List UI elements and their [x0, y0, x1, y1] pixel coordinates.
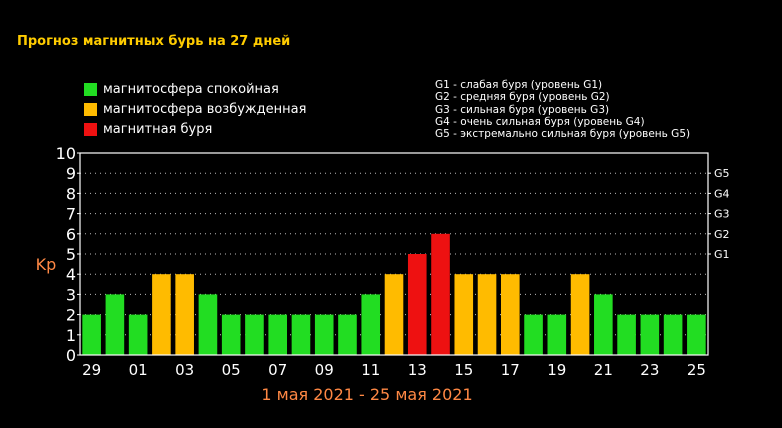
kp-bar	[361, 294, 381, 355]
kp-bar	[82, 314, 101, 355]
legend-item-storm: магнитная буря	[84, 119, 306, 139]
kp-bar	[594, 294, 613, 355]
kp-bar	[152, 274, 171, 355]
g-level-legend: G1 - слабая буря (уровень G1) G2 - средн…	[435, 79, 690, 140]
kp-bar	[128, 314, 148, 355]
kp-bar	[500, 274, 520, 355]
x-tick-label: 29	[82, 361, 101, 379]
kp-bar	[175, 274, 194, 355]
g-axis-label: G5	[714, 167, 730, 180]
y-tick-label: 0	[66, 346, 76, 365]
y-tick-label: 1	[66, 326, 76, 345]
y-tick-label: 4	[66, 265, 76, 284]
g-axis-label: G4	[714, 187, 730, 200]
kp-bar	[663, 314, 683, 355]
legend-swatch-red	[84, 122, 97, 136]
legend: магнитосфера спокойная магнитосфера возб…	[84, 79, 306, 139]
kp-bar	[431, 233, 450, 355]
legend-item-quiet: магнитосфера спокойная	[84, 79, 306, 99]
kp-bar	[105, 294, 125, 355]
kp-bar	[245, 314, 264, 355]
g-level-2: G2 - средняя буря (уровень G2)	[435, 91, 610, 104]
kp-bar	[384, 274, 404, 355]
legend-item-excited: магнитосфера возбужденная	[84, 99, 306, 119]
kp-bar	[407, 254, 427, 355]
g-level-3: G3 - сильная буря (уровень G3)	[435, 103, 610, 116]
y-tick-label: 8	[66, 184, 76, 203]
x-tick-label: 03	[175, 361, 194, 379]
kp-bar	[221, 314, 241, 355]
kp-bar	[617, 314, 636, 355]
x-tick-label: 05	[222, 361, 241, 379]
y-tick-label: 6	[66, 225, 76, 244]
kp-bar	[291, 314, 311, 355]
x-axis-label: 1 мая 2021 - 25 мая 2021	[261, 385, 472, 404]
kp-bar	[687, 314, 706, 355]
kp-bar	[198, 294, 218, 355]
kp-bar	[268, 314, 288, 355]
kp-bar	[570, 274, 590, 355]
y-tick-label: 5	[66, 245, 76, 264]
x-tick-label: 15	[454, 361, 473, 379]
kp-bar	[640, 314, 660, 355]
x-tick-label: 11	[361, 361, 380, 379]
y-axis-label: Kp	[36, 255, 57, 274]
legend-label-storm: магнитная буря	[103, 121, 213, 137]
y-tick-label: 7	[66, 205, 76, 224]
kp-bar	[314, 314, 334, 355]
x-tick-label: 09	[315, 361, 334, 379]
g-axis-label: G3	[714, 208, 730, 221]
x-tick-label: 01	[129, 361, 148, 379]
legend-swatch-green	[84, 82, 97, 96]
x-tick-label: 23	[640, 361, 659, 379]
x-tick-label: 21	[594, 361, 613, 379]
g-level-4: G4 - очень сильная буря (уровень G4)	[435, 115, 645, 128]
x-tick-label: 17	[501, 361, 520, 379]
chart-title: Прогноз магнитных бурь на 27 дней	[17, 34, 291, 49]
y-tick-label: 2	[66, 306, 76, 325]
x-tick-label: 19	[547, 361, 566, 379]
g-level-1: G1 - слабая буря (уровень G1)	[435, 79, 603, 91]
g-axis-label: G1	[714, 248, 730, 261]
kp-bar	[338, 314, 357, 355]
y-tick-label: 10	[56, 144, 76, 163]
legend-label-quiet: магнитосфера спокойная	[103, 81, 279, 97]
y-tick-label: 3	[66, 285, 76, 304]
g-level-5: G5 - экстремально сильная буря (уровень …	[435, 128, 691, 141]
x-tick-label: 13	[408, 361, 427, 379]
x-tick-label: 07	[268, 361, 287, 379]
legend-swatch-orange	[84, 102, 97, 116]
kp-bar	[477, 274, 497, 355]
legend-label-excited: магнитосфера возбужденная	[103, 101, 307, 117]
kp-bar	[547, 314, 567, 355]
y-tick-label: 9	[66, 164, 76, 183]
g-axis-label: G2	[714, 228, 730, 241]
x-tick-label: 25	[687, 361, 706, 379]
kp-bar	[524, 314, 543, 355]
kp-bar	[454, 274, 474, 355]
